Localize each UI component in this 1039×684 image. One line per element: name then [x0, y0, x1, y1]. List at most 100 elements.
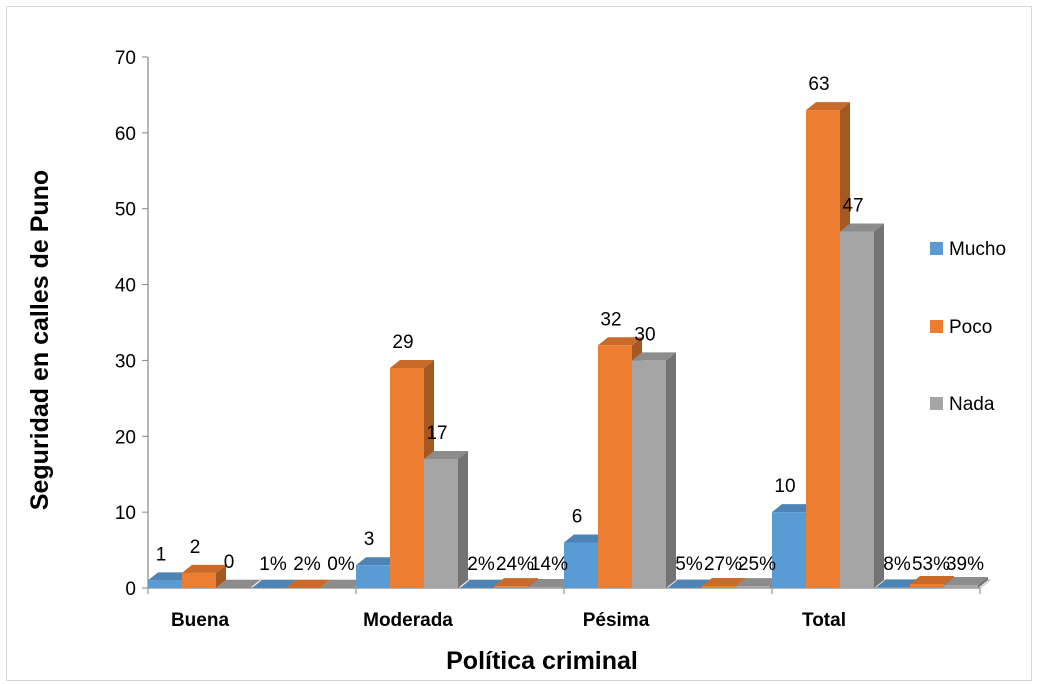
bar-front: [564, 542, 598, 588]
bar-top: [494, 578, 538, 587]
data-label: 10: [774, 476, 795, 497]
data-label: 1: [156, 544, 167, 565]
bar-front: [944, 585, 978, 588]
data-label: 27%: [704, 554, 742, 575]
data-label: 0: [224, 552, 235, 573]
bar-top: [806, 102, 850, 111]
y-tick-label: 10: [115, 503, 136, 524]
bar-side: [666, 352, 676, 588]
bar: [806, 102, 850, 588]
bar: [286, 579, 330, 588]
bar-top: [252, 579, 296, 588]
bar: [944, 577, 988, 588]
bar-top: [356, 557, 400, 566]
bar: [216, 580, 260, 588]
bar-front: [840, 231, 874, 588]
bar-top: [460, 579, 504, 588]
data-label: 17: [426, 423, 447, 444]
legend-swatch: [930, 320, 943, 333]
data-label: 14%: [530, 554, 568, 575]
data-label: 63: [808, 74, 829, 95]
bar-top: [564, 534, 608, 543]
bar-front: [772, 512, 806, 588]
data-label: 1%: [259, 554, 287, 575]
data-label: 39%: [946, 554, 984, 575]
x-axis-title: Política criminal: [446, 647, 638, 675]
bar: [840, 223, 884, 588]
bar: [182, 564, 226, 588]
y-tick-label: 60: [115, 124, 136, 145]
bar: [320, 580, 364, 588]
bar-front: [182, 572, 216, 588]
bar-top: [772, 504, 816, 513]
data-label: 3: [364, 529, 375, 550]
bar-top: [736, 578, 780, 587]
data-label: 8%: [883, 554, 911, 575]
data-label: 24%: [496, 554, 534, 575]
data-label: 53%: [912, 554, 950, 575]
bar-front: [910, 583, 944, 588]
bar-top: [424, 451, 468, 460]
bar-front: [702, 585, 736, 588]
bar-front: [390, 368, 424, 588]
data-label: 0%: [327, 554, 355, 575]
bar-top: [876, 579, 920, 588]
bar-top: [702, 577, 746, 586]
bar-front: [424, 459, 458, 588]
bar-front: [632, 360, 666, 588]
bar-top: [286, 579, 330, 588]
data-label: 5%: [675, 554, 703, 575]
bar: [424, 451, 468, 588]
bars: [148, 102, 988, 588]
data-label: 32: [600, 309, 621, 330]
bar-top: [944, 577, 988, 586]
bar-front: [494, 586, 528, 588]
data-label: 47: [842, 195, 863, 216]
x-tick-label: Total: [802, 610, 846, 631]
bar-front: [736, 586, 770, 588]
bar-top: [910, 575, 954, 584]
bar-side: [320, 579, 330, 588]
y-tick-label: 0: [125, 579, 136, 600]
y-tick-label: 30: [115, 351, 136, 372]
legend-label: Nada: [949, 394, 995, 415]
legend-label: Poco: [949, 317, 992, 338]
bar-top: [182, 564, 226, 573]
y-tick-label: 70: [115, 48, 136, 69]
data-label: 6: [572, 506, 583, 527]
bar-side: [874, 223, 884, 588]
x-tick-label: Buena: [171, 610, 230, 631]
bar-front: [876, 587, 910, 588]
x-tick-label: Moderada: [363, 610, 453, 631]
y-tick-label: 20: [115, 427, 136, 448]
data-label: 25%: [738, 554, 776, 575]
y-tick-label: 40: [115, 276, 136, 297]
y-tick-label: 50: [115, 200, 136, 221]
bar-top: [840, 223, 884, 232]
bar-top: [598, 337, 642, 346]
legend: Mucho Poco Nada: [930, 239, 1006, 415]
data-label: 29: [392, 332, 413, 353]
data-label: 30: [634, 324, 655, 345]
bar-front: [356, 565, 390, 588]
legend-label: Mucho: [949, 239, 1006, 260]
bar: [632, 352, 676, 588]
bar-side: [458, 451, 468, 588]
bar-top: [668, 579, 712, 588]
bar-side: [978, 577, 988, 588]
bar-front: [148, 580, 182, 588]
bar-top: [148, 572, 192, 581]
y-axis-title: Seguridad en calles de Puno: [26, 170, 54, 510]
bar-side: [216, 564, 226, 588]
x-tick-label: Pésima: [583, 610, 650, 631]
data-label: 2%: [467, 554, 495, 575]
legend-swatch: [930, 242, 943, 255]
bar-front: [528, 586, 562, 588]
bar-top: [632, 352, 676, 361]
data-label: 2%: [293, 554, 321, 575]
bar-top: [528, 578, 572, 587]
bar-top: [216, 580, 260, 588]
bar-front: [806, 110, 840, 588]
